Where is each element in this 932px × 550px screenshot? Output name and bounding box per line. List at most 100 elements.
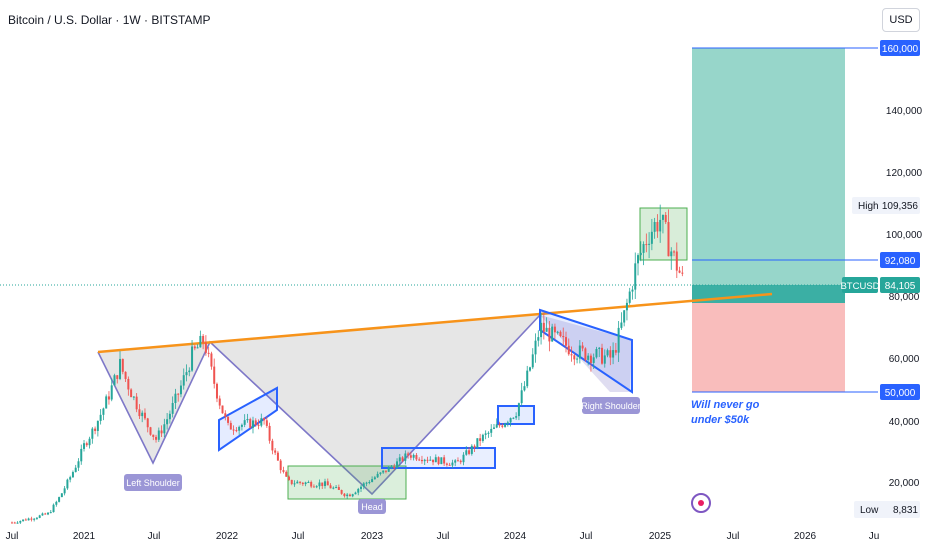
candle-body (492, 427, 495, 429)
low-label: Low (860, 505, 879, 516)
candle-body (468, 450, 471, 454)
candle-body (581, 345, 584, 349)
candle-body (379, 472, 382, 474)
candle-body (362, 483, 365, 487)
candle-body (348, 494, 351, 497)
x-tick-label: Jul (580, 531, 593, 542)
candle-body (260, 418, 263, 426)
candle-body (601, 347, 604, 364)
candle-body (149, 427, 152, 435)
candle-body (578, 345, 581, 359)
candle-body (645, 244, 648, 246)
candle-body (293, 483, 296, 485)
candle-body (434, 457, 437, 463)
candle-body (376, 473, 379, 478)
candle-body (69, 477, 72, 480)
candle-body (185, 372, 188, 376)
candle-body (528, 367, 531, 371)
candle-body (390, 466, 393, 468)
candle-body (254, 420, 257, 425)
currency-button[interactable]: USD (882, 8, 920, 32)
candle-body (85, 443, 88, 446)
candle-body (229, 422, 232, 430)
candle-body (484, 433, 487, 435)
candle-body (432, 459, 435, 463)
high-value: 109,356 (882, 201, 919, 212)
candle-body (534, 340, 537, 355)
candle-body (119, 358, 122, 379)
x-tick-label: Ju (869, 531, 880, 542)
candle-body (215, 383, 218, 399)
stop-price-tag: 50,000 (880, 384, 920, 400)
left-shoulder-text: Left Shoulder (126, 478, 180, 488)
right-shoulder-text: Right Shoulder (581, 401, 641, 411)
candle-body (38, 515, 41, 518)
candle-body (382, 470, 385, 473)
candle-body (371, 479, 374, 483)
candle-body (631, 289, 634, 292)
candle-body (202, 335, 205, 343)
candle-body (387, 467, 390, 472)
high-label: High (858, 201, 879, 212)
candle-body (243, 420, 246, 425)
candle-body (481, 434, 484, 441)
candle-body (565, 337, 567, 346)
candle-body (440, 457, 443, 465)
candle-body (35, 517, 38, 519)
candle-body (570, 354, 573, 356)
candle-body (661, 214, 664, 220)
candle-body (199, 335, 202, 348)
candle-body (218, 398, 221, 406)
candle-body (188, 370, 191, 373)
candle-body (304, 482, 307, 485)
target-zone (692, 48, 845, 285)
candle-body (551, 326, 554, 342)
candle-body (204, 342, 207, 353)
candle-body (656, 222, 659, 232)
candle-body (490, 428, 493, 433)
candle-body (553, 326, 556, 333)
candle-body (384, 470, 387, 472)
candle-body (315, 486, 318, 488)
candle-body (251, 420, 254, 428)
candle-body (16, 522, 19, 524)
candle-body (326, 481, 329, 486)
candle-body (60, 493, 63, 498)
candle-body (512, 417, 515, 419)
candle-body (462, 454, 465, 463)
candle-body (207, 352, 210, 354)
price-axis-panel[interactable] (878, 0, 932, 550)
candle-body (307, 481, 310, 483)
candle-body (340, 489, 343, 494)
x-tick-label: 2021 (73, 531, 96, 542)
candle-body (96, 420, 99, 431)
candle-body (77, 461, 80, 468)
candle-body (407, 453, 410, 456)
candle-body (285, 471, 288, 477)
candle-body (517, 403, 520, 417)
candle-body (351, 494, 354, 497)
candle-body (412, 454, 415, 458)
candle-body (531, 354, 534, 368)
y-tick-label: 80,000 (889, 292, 920, 303)
candle-body (678, 270, 681, 273)
candle-body (487, 432, 490, 434)
candle-body (135, 396, 138, 410)
candle-body (235, 430, 238, 432)
candle-body (22, 519, 25, 521)
candle-body (177, 393, 180, 395)
candle-body (132, 396, 135, 398)
head-label: Head (358, 499, 386, 514)
candle-body (210, 353, 213, 367)
x-tick-label: Jul (6, 531, 19, 542)
right-shoulder-label: Right Shoulder (581, 397, 641, 414)
candle-body (642, 244, 645, 253)
time-axis-panel[interactable] (0, 520, 878, 550)
candle-body (191, 346, 194, 371)
candle-body (606, 350, 609, 356)
candle-body (66, 479, 69, 489)
y-tick-label: 120,000 (886, 168, 923, 179)
candle-body (155, 436, 158, 440)
candle-body (30, 518, 33, 520)
